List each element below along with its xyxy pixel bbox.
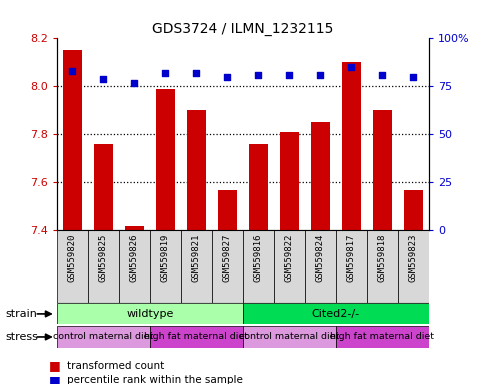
Title: GDS3724 / ILMN_1232115: GDS3724 / ILMN_1232115 [152,22,333,36]
Text: high fat maternal diet: high fat maternal diet [144,333,248,341]
Bar [373,111,391,230]
Text: GSM559827: GSM559827 [223,234,232,282]
Text: control maternal diet: control maternal diet [53,333,153,341]
Bar [280,132,299,230]
Text: GSM559824: GSM559824 [316,234,325,282]
Bar [367,230,398,303]
Text: ■: ■ [49,359,61,372]
Text: control maternal diet: control maternal diet [239,333,340,341]
Bar [243,230,274,303]
Text: GSM559821: GSM559821 [192,234,201,282]
Bar [274,230,305,303]
Bar [94,144,112,230]
Bar [404,190,423,230]
Bar [63,50,81,230]
Point [254,72,262,78]
Point [317,72,324,78]
Bar [57,303,243,324]
Text: Cited2-/-: Cited2-/- [312,309,360,319]
Text: high fat maternal diet: high fat maternal diet [330,333,434,341]
Bar [311,122,330,230]
Bar [336,326,429,348]
Point [379,72,387,78]
Bar [305,230,336,303]
Point [161,70,169,76]
Bar [150,230,181,303]
Text: GSM559823: GSM559823 [409,234,418,282]
Bar [243,303,429,324]
Text: GSM559816: GSM559816 [254,234,263,282]
Point [99,76,107,82]
Bar [150,326,243,348]
Text: stress: stress [5,332,38,342]
Bar [187,111,206,230]
Text: transformed count: transformed count [67,361,164,371]
Bar [57,326,150,348]
Bar [57,230,88,303]
Bar [156,89,175,230]
Point [348,64,355,70]
Point [223,74,231,80]
Text: GSM559820: GSM559820 [68,234,77,282]
Bar [181,230,212,303]
Bar [249,144,268,230]
Point [192,70,200,76]
Bar [88,230,119,303]
Bar [119,230,150,303]
Text: percentile rank within the sample: percentile rank within the sample [67,375,243,384]
Bar [125,226,143,230]
Text: GSM559826: GSM559826 [130,234,139,282]
Point [410,74,418,80]
Text: ■: ■ [49,374,61,384]
Text: GSM559817: GSM559817 [347,234,356,282]
Text: wildtype: wildtype [126,309,174,319]
Bar [212,230,243,303]
Point [130,79,138,86]
Text: GSM559819: GSM559819 [161,234,170,282]
Text: GSM559825: GSM559825 [99,234,108,282]
Text: GSM559822: GSM559822 [285,234,294,282]
Point [285,72,293,78]
Bar [336,230,367,303]
Bar [218,190,237,230]
Bar [342,63,361,230]
Text: GSM559818: GSM559818 [378,234,387,282]
Bar [398,230,429,303]
Point [68,68,76,74]
Bar [243,326,336,348]
Text: strain: strain [5,309,37,319]
